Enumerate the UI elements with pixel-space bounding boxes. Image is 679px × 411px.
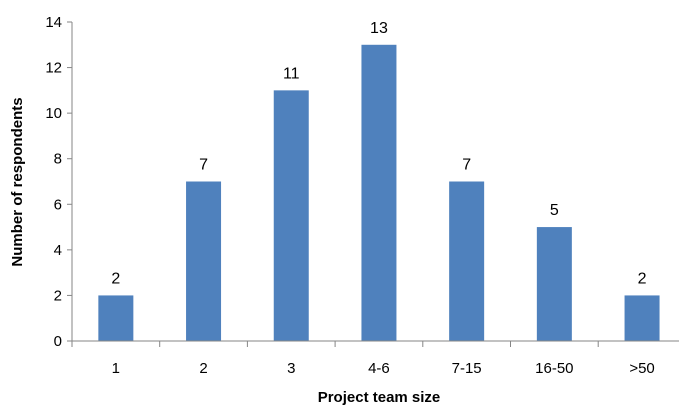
y-tick-label: 4 [54,242,62,259]
bar-7-15 [449,181,485,341]
data-label: 13 [370,20,388,37]
y-tick-label: 12 [45,60,62,77]
bar-16-50 [536,227,572,341]
bar->50 [624,295,660,341]
bar-1 [98,295,134,341]
bar-2 [186,181,222,341]
data-label: 11 [283,65,300,82]
data-label: 7 [199,157,208,174]
data-label: 2 [111,270,120,287]
y-tick-label: 6 [54,196,62,213]
x-tick-label: >50 [629,360,654,377]
y-tick-label: 14 [45,14,62,31]
data-label: 2 [638,270,647,287]
x-tick-label: 16-50 [535,360,573,377]
y-axis-title: Number of respondents [9,97,26,266]
y-tick-label: 10 [45,105,62,122]
bar-4-6 [361,44,397,342]
y-tick-label: 2 [54,287,62,304]
data-labels: 2 7 11 13 7 5 2 [111,20,646,288]
x-axis: 1 2 3 4-6 7-15 16-50 >50 [71,340,679,377]
y-tick-label: 8 [54,151,62,168]
y-tick-label: 0 [54,333,62,350]
bars [98,44,660,342]
x-tick-label: 1 [112,360,120,377]
x-tick-label: 4-6 [368,360,390,377]
x-axis-title: Project team size [318,389,441,406]
x-tick-label: 2 [199,360,207,377]
data-label: 7 [462,157,471,174]
x-tick-label: 3 [287,360,295,377]
bar-3 [273,90,309,341]
x-tick-label: 7-15 [452,360,482,377]
y-axis: 0 2 4 6 8 10 12 14 [45,14,73,350]
data-label: 5 [550,202,559,219]
